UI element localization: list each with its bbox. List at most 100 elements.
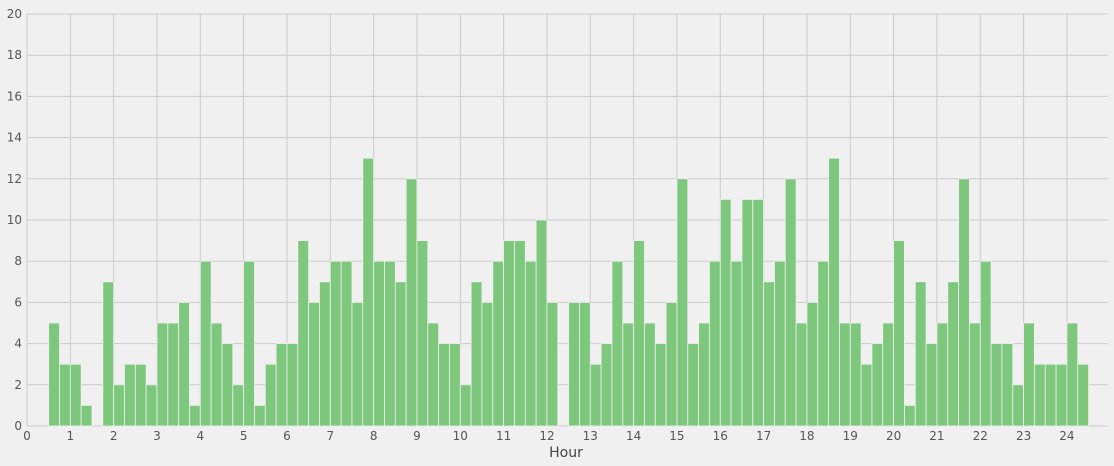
histogram-bar — [134, 363, 147, 427]
histogram-bar — [535, 219, 548, 427]
histogram-bar — [221, 343, 234, 427]
histogram-bar — [644, 322, 656, 427]
x-tick-label: 9 — [413, 429, 421, 443]
histogram-bar — [709, 260, 721, 427]
x-tick-label: 24 — [1059, 429, 1074, 443]
histogram-bar — [59, 363, 71, 427]
x-tick-label: 14 — [626, 429, 641, 443]
histogram-bar — [925, 343, 938, 427]
histogram-bar — [752, 198, 765, 427]
histogram-bar — [741, 198, 754, 427]
histogram-bar — [676, 178, 689, 427]
y-tick-label: 0 — [14, 419, 22, 433]
y-tick-label: 12 — [7, 172, 22, 186]
histogram-bar — [492, 260, 505, 427]
histogram-bar — [1055, 363, 1068, 427]
histogram-bar — [113, 384, 125, 427]
histogram-bar — [589, 363, 602, 427]
histogram-bar — [904, 404, 916, 427]
histogram-bar — [1034, 363, 1046, 427]
histogram-bar — [1066, 322, 1079, 427]
histogram-bar — [817, 260, 830, 427]
histogram-bar — [319, 281, 331, 427]
histogram-bar — [665, 301, 678, 427]
histogram-bar — [199, 260, 212, 427]
histogram-bar — [914, 281, 927, 427]
histogram-bar — [459, 384, 472, 427]
y-tick-label: 8 — [14, 254, 22, 268]
histogram-bar — [795, 322, 808, 427]
histogram-bar — [503, 240, 515, 427]
histogram-bar — [124, 363, 136, 427]
x-axis-title: Hour — [549, 445, 583, 461]
histogram-bar — [958, 178, 970, 427]
histogram-bar — [611, 260, 624, 427]
histogram-bar — [774, 260, 786, 427]
y-tick-label: 14 — [7, 131, 22, 145]
histogram-bar — [871, 343, 884, 427]
x-tick-label: 19 — [843, 429, 858, 443]
histogram-bar — [210, 322, 223, 427]
histogram-bar — [1077, 363, 1089, 427]
histogram-bar — [633, 240, 645, 427]
histogram-bar — [308, 301, 320, 427]
histogram-bar — [275, 343, 288, 427]
histogram-bar — [264, 363, 277, 427]
x-tick-label: 3 — [153, 429, 161, 443]
histogram-bar — [362, 157, 375, 427]
x-tick-labels: 0 1 2 3 4 5 6 7 8 9 10 11 12 13 14 15 16 17 18 19 20 21 22 23 24 — [23, 429, 1074, 443]
histogram-bar — [1012, 384, 1024, 427]
x-tick-label: 16 — [713, 429, 728, 443]
histogram-bar — [297, 240, 310, 427]
x-tick-label: 22 — [973, 429, 988, 443]
x-tick-label: 10 — [453, 429, 468, 443]
histogram-bar — [481, 301, 494, 427]
histogram-bar — [698, 322, 710, 427]
x-tick-label: 8 — [370, 429, 378, 443]
y-tick-label: 16 — [7, 89, 22, 103]
histogram-bar — [286, 343, 299, 427]
histogram-bar — [600, 343, 613, 427]
histogram-bar — [969, 322, 981, 427]
histogram-bar — [622, 322, 635, 427]
y-tick-label: 6 — [14, 295, 22, 309]
bars — [48, 157, 1089, 427]
histogram-bar — [232, 384, 245, 427]
histogram-bar — [806, 301, 819, 427]
histogram-bar — [828, 157, 840, 427]
histogram-bar — [80, 404, 93, 427]
histogram-bar — [373, 260, 385, 427]
histogram-bar — [1023, 322, 1035, 427]
histogram-bar — [254, 404, 266, 427]
histogram-bar — [427, 322, 440, 427]
x-tick-label: 0 — [23, 429, 31, 443]
x-tick-label: 4 — [196, 429, 204, 443]
x-tick-label: 17 — [756, 429, 771, 443]
x-tick-label: 1 — [67, 429, 75, 443]
x-tick-label: 13 — [583, 429, 598, 443]
x-tick-label: 23 — [1016, 429, 1031, 443]
x-tick-label: 18 — [799, 429, 814, 443]
y-tick-label: 4 — [14, 337, 22, 351]
histogram-bar — [351, 301, 364, 427]
x-tick-label: 6 — [283, 429, 291, 443]
histogram-bar — [384, 260, 396, 427]
histogram-bar — [990, 343, 1003, 427]
histogram-bar — [882, 322, 895, 427]
x-tick-label: 5 — [240, 429, 248, 443]
histogram-bar — [719, 198, 732, 427]
histogram-bar — [893, 240, 905, 427]
histogram-bar — [546, 301, 559, 427]
y-tick-label: 20 — [7, 7, 22, 21]
histogram-bar — [69, 363, 82, 427]
histogram-bar — [654, 343, 667, 427]
histogram-bar — [167, 322, 180, 427]
histogram-bar — [394, 281, 407, 427]
histogram-bar — [48, 322, 60, 427]
x-tick-label: 15 — [669, 429, 684, 443]
histogram-bar — [730, 260, 743, 427]
x-tick-label: 12 — [539, 429, 554, 443]
x-tick-label: 2 — [110, 429, 118, 443]
histogram-bar — [405, 178, 418, 427]
histogram-bar — [839, 322, 851, 427]
